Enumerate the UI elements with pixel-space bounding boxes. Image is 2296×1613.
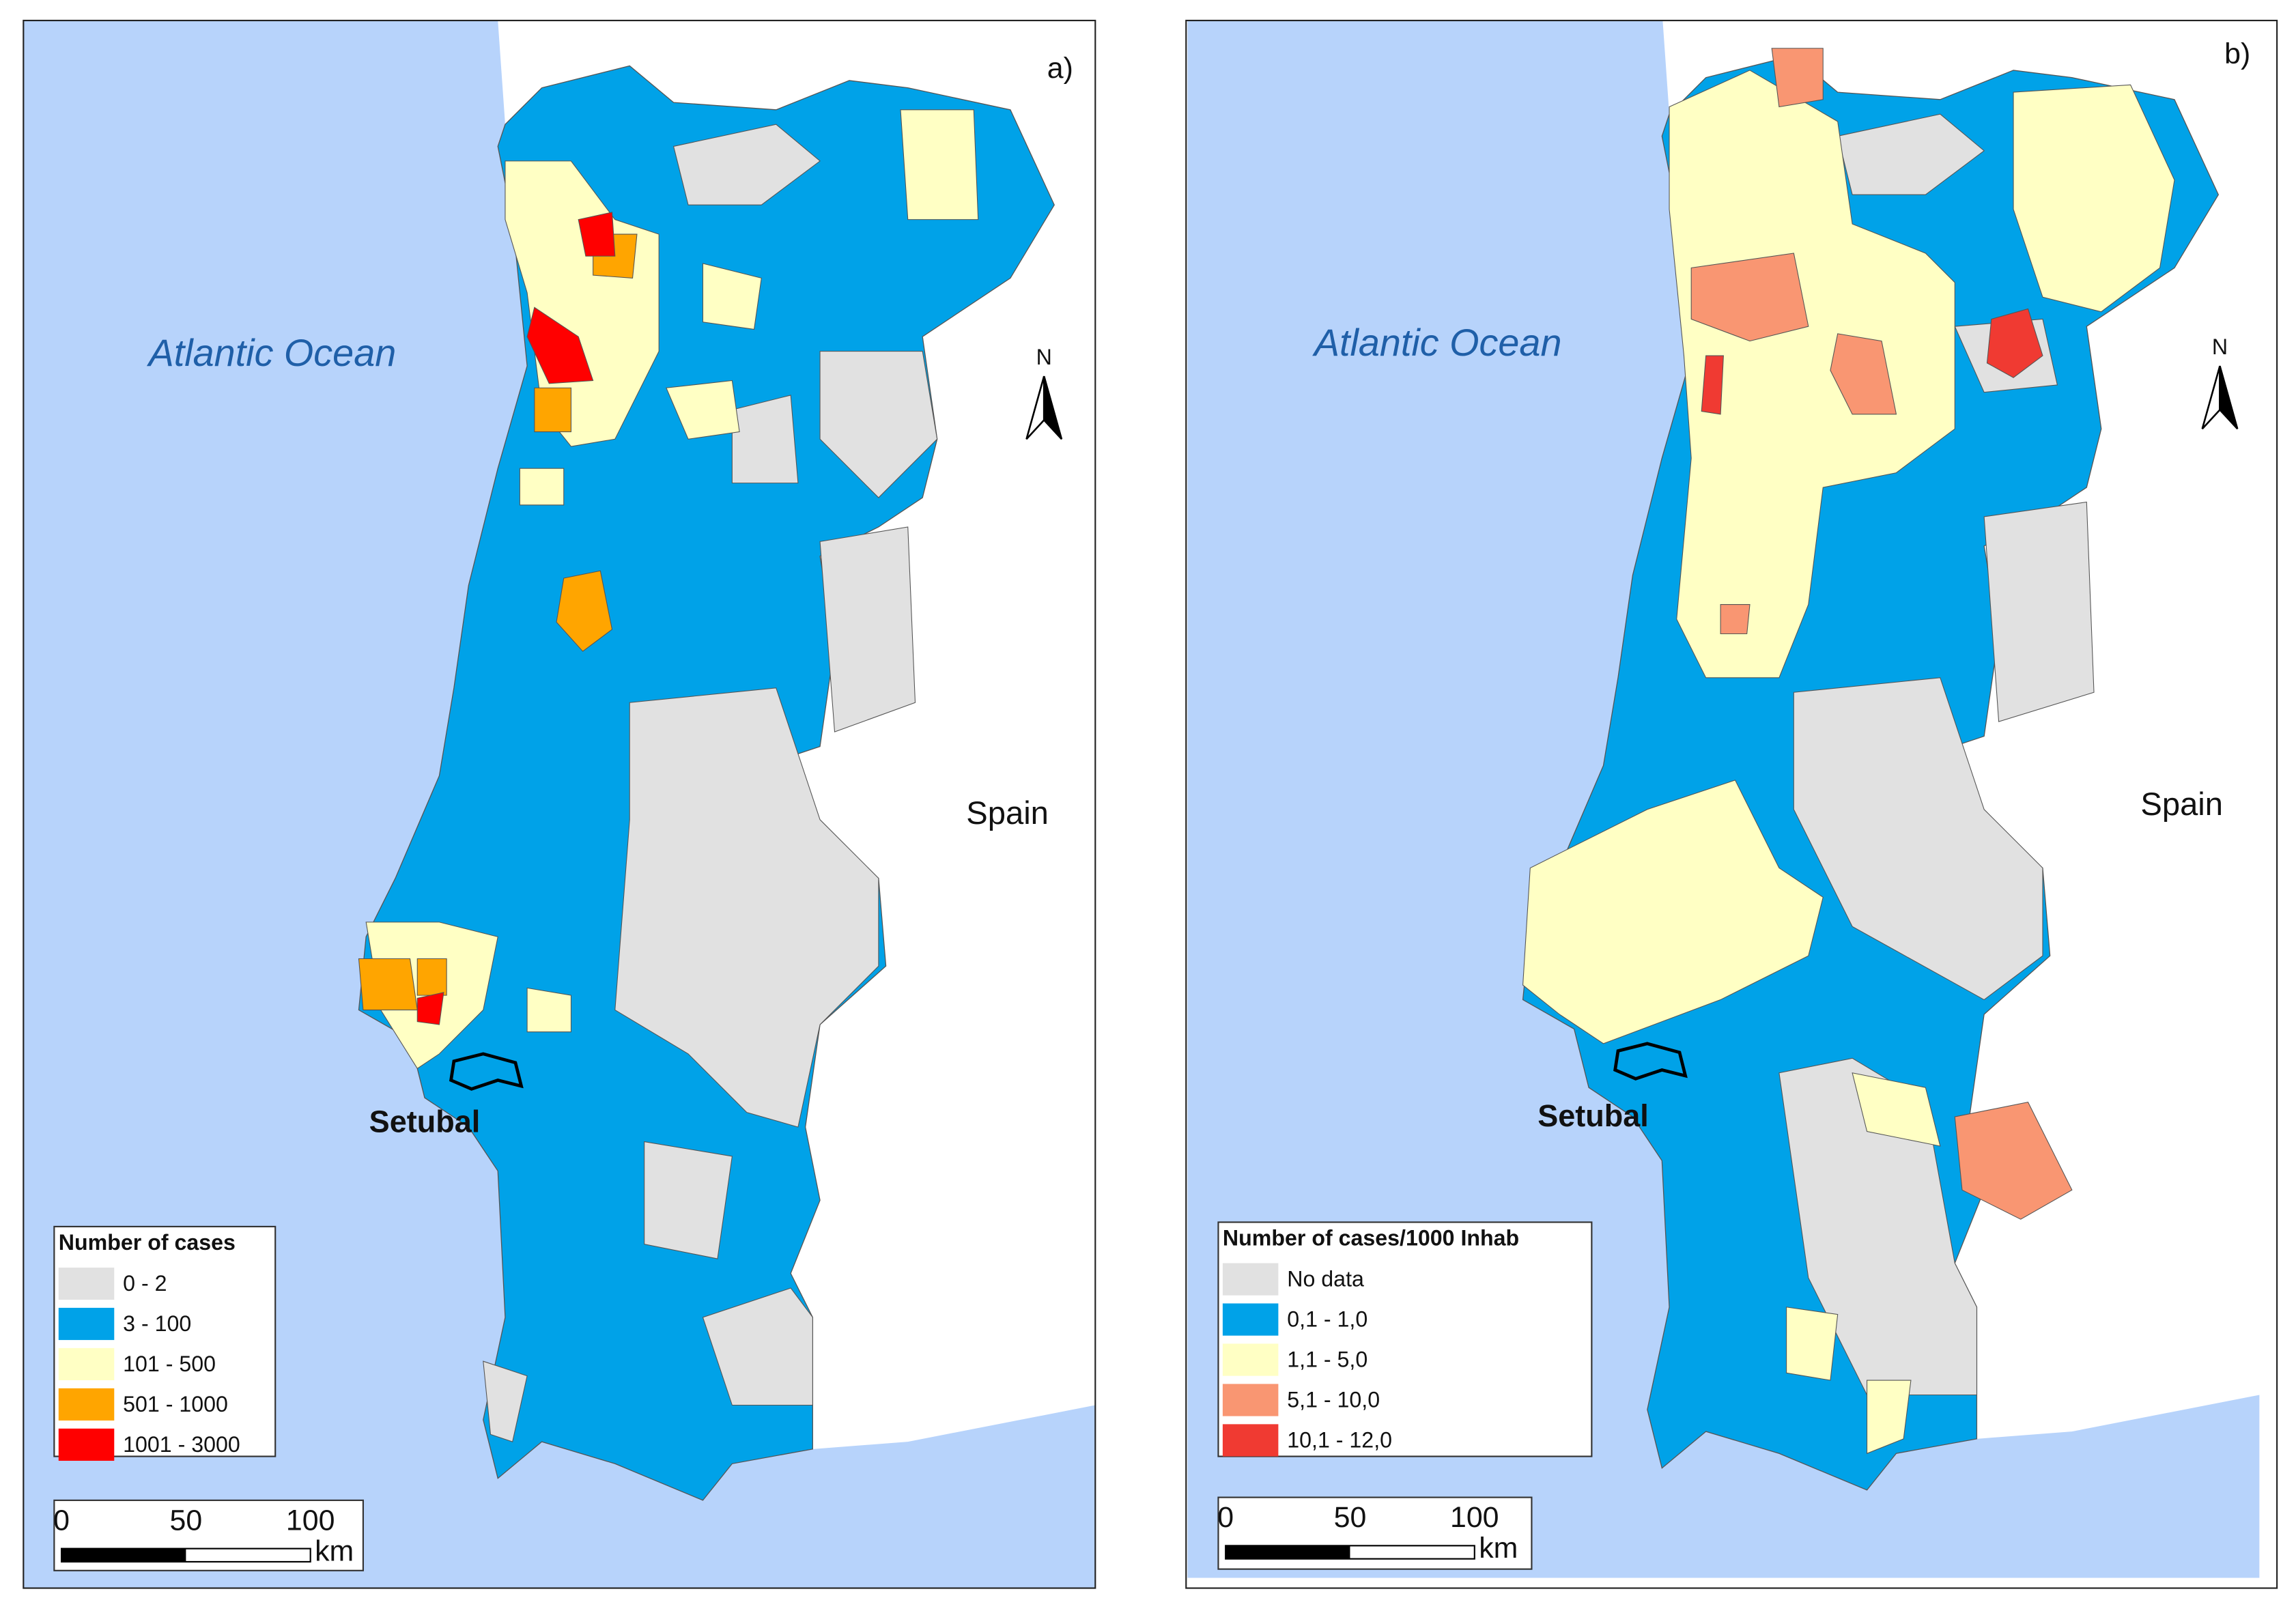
municipality-group	[819, 351, 938, 498]
municipality-group	[1983, 501, 2095, 722]
municipality-group	[1786, 1307, 1839, 1381]
scale-unit: km	[315, 1535, 354, 1567]
panel-label: b)	[2224, 38, 2250, 70]
municipality-group	[556, 570, 613, 652]
municipality-group	[1720, 604, 1751, 635]
municipality-group	[1690, 253, 1809, 342]
municipality-group	[526, 987, 571, 1033]
ocean-label: Atlantic Ocean	[1312, 322, 1562, 364]
legend-title: Number of cases/1000 Inhab	[1223, 1226, 1519, 1251]
scale-tick-label: 50	[1334, 1501, 1367, 1534]
legend-swatch	[1222, 1343, 1279, 1376]
legend-label: 10,1 - 12,0	[1287, 1428, 1392, 1453]
municipality-group	[526, 306, 594, 384]
municipality-group	[358, 958, 418, 1011]
legend-label: 1001 - 3000	[123, 1432, 240, 1457]
municipality-group	[416, 958, 447, 996]
legend-label: 101 - 500	[123, 1352, 216, 1376]
legend-swatch	[1222, 1424, 1279, 1457]
scale-unit: km	[1479, 1532, 1518, 1565]
legend-label: 3 - 100	[123, 1311, 191, 1336]
country-label: Spain	[966, 795, 1049, 831]
map-geometry	[1187, 20, 2260, 1578]
municipality-group	[416, 992, 444, 1025]
legend-swatch	[58, 1267, 115, 1300]
municipality-group	[644, 1141, 733, 1259]
ocean	[1187, 20, 2260, 1578]
municipality-group	[505, 160, 660, 447]
scale-tick-label: 100	[1450, 1501, 1499, 1534]
map-panel: Atlantic Ocean Spain Setubal b) N Number of c…	[1185, 19, 2278, 1589]
panel-label: a)	[1047, 52, 1073, 85]
municipality-group	[666, 380, 740, 440]
legend-label: 0,1 - 1,0	[1287, 1307, 1367, 1332]
municipality-group	[614, 687, 879, 1128]
scale-tick-label: 0	[53, 1504, 70, 1537]
north-label: N	[2212, 334, 2228, 359]
municipality-group	[2013, 84, 2175, 313]
scale-tick-label: 0	[1217, 1501, 1234, 1534]
municipality-group	[1669, 70, 1955, 679]
legend-box	[53, 1225, 277, 1457]
legend-swatch	[1222, 1263, 1279, 1296]
municipality-group	[1852, 1072, 1941, 1147]
municipality-group	[702, 263, 762, 330]
legend-label: 501 - 1000	[123, 1392, 228, 1416]
municipality-group	[1522, 780, 1824, 1044]
panel-frame	[1185, 19, 2278, 1589]
municipality-group	[1986, 308, 2043, 378]
legend-label: 5,1 - 10,0	[1287, 1388, 1380, 1412]
scale-bar-fill	[1225, 1545, 1350, 1559]
legend-swatch	[1222, 1303, 1279, 1336]
country-label: Spain	[2140, 786, 2223, 822]
scale-bar-fill	[61, 1548, 186, 1562]
map-geometry	[23, 20, 1096, 1588]
municipality-group	[1701, 355, 1724, 415]
ocean-label: Atlantic Ocean	[147, 332, 397, 374]
north-arrow-right	[1043, 375, 1063, 440]
legend-label: 0 - 2	[123, 1271, 167, 1296]
legend-swatch	[58, 1428, 115, 1461]
municipality-group	[1954, 1102, 2073, 1220]
municipality-group	[1771, 48, 1824, 108]
setubal-outline	[1613, 1042, 1688, 1081]
site-label: Setubal	[1537, 1098, 1649, 1133]
municipality-group	[1837, 113, 1985, 195]
legend-swatch	[58, 1307, 115, 1341]
municipality-group	[1830, 333, 1897, 415]
municipality-group	[672, 124, 821, 205]
municipality-group	[483, 1360, 528, 1442]
scale-tick-label: 50	[170, 1504, 203, 1537]
ocean	[23, 20, 1096, 1588]
legend-swatch	[1222, 1384, 1279, 1416]
site-label: Setubal	[369, 1104, 481, 1139]
north-label: N	[1036, 345, 1052, 369]
municipality-group	[578, 212, 616, 257]
setubal-outline	[449, 1052, 524, 1091]
municipality-group	[1793, 677, 2043, 1001]
municipality-group	[731, 395, 799, 484]
legend-title: Number of cases	[59, 1230, 236, 1255]
legend-label: No data	[1287, 1267, 1364, 1291]
municipality-group	[1867, 1380, 1912, 1455]
municipality-group	[819, 526, 916, 732]
panel-frame	[23, 19, 1096, 1589]
north-arrow-right	[2219, 365, 2239, 430]
scale-tick-label: 100	[286, 1504, 335, 1537]
municipality-group	[519, 468, 565, 506]
municipality-group	[702, 1287, 813, 1406]
municipality-group	[900, 109, 979, 220]
map-panel: Atlantic Ocean Spain Setubal a) N Number of c…	[23, 19, 1096, 1589]
municipality-group	[534, 387, 571, 433]
legend-label: 1,1 - 5,0	[1287, 1347, 1367, 1372]
legend-swatch	[58, 1388, 115, 1421]
legend-box	[1217, 1221, 1593, 1457]
legend-swatch	[58, 1347, 115, 1381]
